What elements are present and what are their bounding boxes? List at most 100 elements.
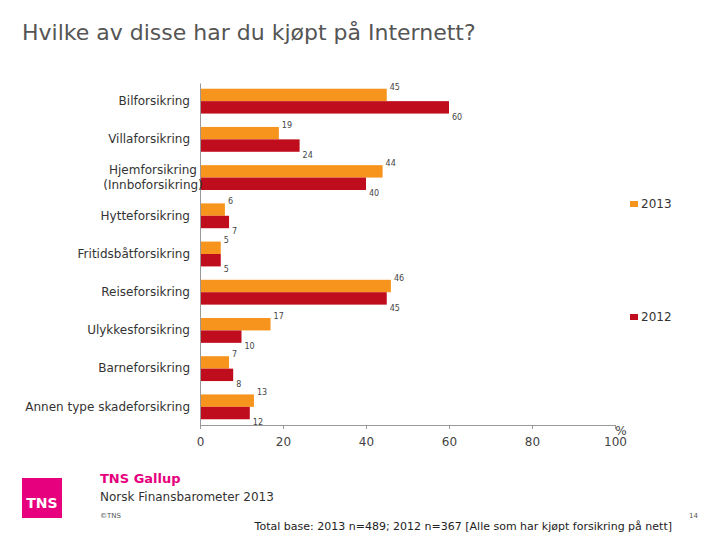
y-tick-label: Hjemforsikring(Innboforsikring) [103, 163, 203, 191]
base-note: Total base: 2013 n=489; 2012 n=367 [Alle… [254, 520, 672, 533]
bar [200, 165, 383, 177]
bar [200, 178, 366, 190]
x-tick: 100 [604, 425, 627, 449]
data-label: 13 [257, 388, 267, 397]
y-axis-line [200, 84, 201, 426]
x-axis: 0 20 40 60 80 100 [197, 425, 627, 449]
y-tick-label-line: Villaforsikring [108, 132, 190, 146]
data-label: 10 [245, 342, 255, 351]
x-axis-label: % [615, 424, 626, 438]
footer: TNS TNS Gallup Norsk Finansbarometer 2013 ©… [22, 471, 699, 533]
data-label: 45 [390, 83, 400, 92]
x-tick: 20 [276, 425, 291, 449]
data-label: 45 [390, 304, 400, 313]
logo-text: TNS [26, 495, 57, 511]
data-label: 8 [236, 380, 241, 389]
data-label: 19 [282, 121, 292, 130]
y-tick: Villaforsikring [108, 132, 200, 146]
bar [200, 89, 387, 101]
data-label: 46 [394, 274, 404, 283]
x-tick-mark [283, 425, 284, 429]
data-label: 7 [232, 350, 237, 359]
bars [200, 89, 449, 420]
y-axis: Bilforsikring Villaforsikring Hjemforsikri… [25, 84, 203, 426]
logo-box [22, 478, 62, 518]
data-label: 24 [303, 151, 313, 160]
x-tick-label: 20 [276, 435, 291, 449]
x-tick: 0 [197, 425, 205, 449]
page-number: 14 [689, 512, 698, 520]
x-axis-line [201, 426, 616, 430]
x-tick-mark [200, 425, 201, 429]
y-tick: Hjemforsikring(Innboforsikring) [103, 163, 203, 191]
title: Hvilke av disse har du kjøpt på Internet… [22, 20, 476, 45]
x-tick: 60 [442, 425, 457, 449]
bar [200, 139, 300, 151]
x-tick: 40 [359, 425, 374, 449]
bar [200, 318, 271, 330]
y-tick-label: Barneforsikring [98, 361, 190, 375]
bar [200, 216, 229, 228]
y-tick-label: Annen type skadeforsikring [25, 400, 190, 414]
x-tick-label: 80 [525, 435, 540, 449]
x-tick-mark [366, 425, 367, 429]
bar [200, 254, 221, 266]
y-tick-label: Villaforsikring [108, 132, 190, 146]
x-tick: 80 [525, 425, 540, 449]
data-label: 40 [369, 189, 379, 198]
y-tick-label: Reiseforsikring [101, 285, 190, 299]
legend-swatch [630, 314, 638, 320]
legend-swatch [630, 201, 638, 207]
y-tick: Annen type skadeforsikring [25, 400, 200, 414]
copyright: ©TNS [100, 512, 122, 520]
legend-label: 2012 [641, 310, 672, 324]
data-label: 60 [452, 113, 462, 122]
bar [200, 127, 279, 139]
bar [200, 242, 221, 254]
y-tick-label-line: Barneforsikring [98, 361, 190, 375]
x-tick-label: 60 [442, 435, 457, 449]
x-tick-label: 40 [359, 435, 374, 449]
brand: TNS Gallup [100, 471, 181, 486]
y-tick-label-line: Ulykkesforsikring [87, 323, 190, 337]
x-tick-mark [449, 425, 450, 429]
y-tick: Hytteforsikring [101, 209, 200, 223]
y-tick-label: Hytteforsikring [101, 209, 190, 223]
x-tick-label: 0 [197, 435, 205, 449]
data-label: 6 [228, 197, 233, 206]
y-tick-label-line: Bilforsikring [119, 94, 190, 108]
y-tick: Bilforsikring [119, 94, 200, 108]
bar [200, 203, 225, 215]
bar [200, 407, 250, 419]
x-tick-mark [532, 425, 533, 429]
data-label: 5 [224, 265, 229, 274]
data-label: 44 [386, 159, 396, 168]
bar [200, 394, 254, 406]
bar [200, 280, 391, 292]
bar [200, 101, 449, 113]
y-tick: Fritidsbåtforsikring [78, 247, 200, 261]
y-tick-label-line: Reiseforsikring [101, 285, 190, 299]
bar [200, 330, 242, 342]
bar [200, 356, 229, 368]
y-tick: Reiseforsikring [101, 285, 200, 299]
y-tick: Barneforsikring [98, 361, 200, 375]
y-tick-label-line: Fritidsbåtforsikring [78, 247, 190, 261]
y-tick-label: Ulykkesforsikring [87, 323, 190, 337]
y-tick-label-line: Annen type skadeforsikring [25, 400, 190, 414]
data-label: 17 [274, 312, 284, 321]
y-tick-label-line: Hytteforsikring [101, 209, 190, 223]
data-labels: 451944654617713602440754510812 [224, 83, 462, 428]
chart: Hvilke av disse har du kjøpt på Internet… [0, 0, 720, 540]
y-tick: Ulykkesforsikring [87, 323, 200, 337]
footer-subtitle: Norsk Finansbarometer 2013 [100, 490, 274, 504]
legend: 20132012 [630, 197, 672, 324]
y-tick-label: Fritidsbåtforsikring [78, 247, 190, 261]
data-label: 5 [224, 236, 229, 245]
y-tick-label: Bilforsikring [119, 94, 190, 108]
bar [200, 292, 387, 304]
bar [200, 369, 233, 381]
y-tick-label-line: Hjemforsikring [109, 163, 197, 177]
data-label: 7 [232, 227, 237, 236]
y-tick-label-line: (Innboforsikring) [103, 178, 203, 192]
